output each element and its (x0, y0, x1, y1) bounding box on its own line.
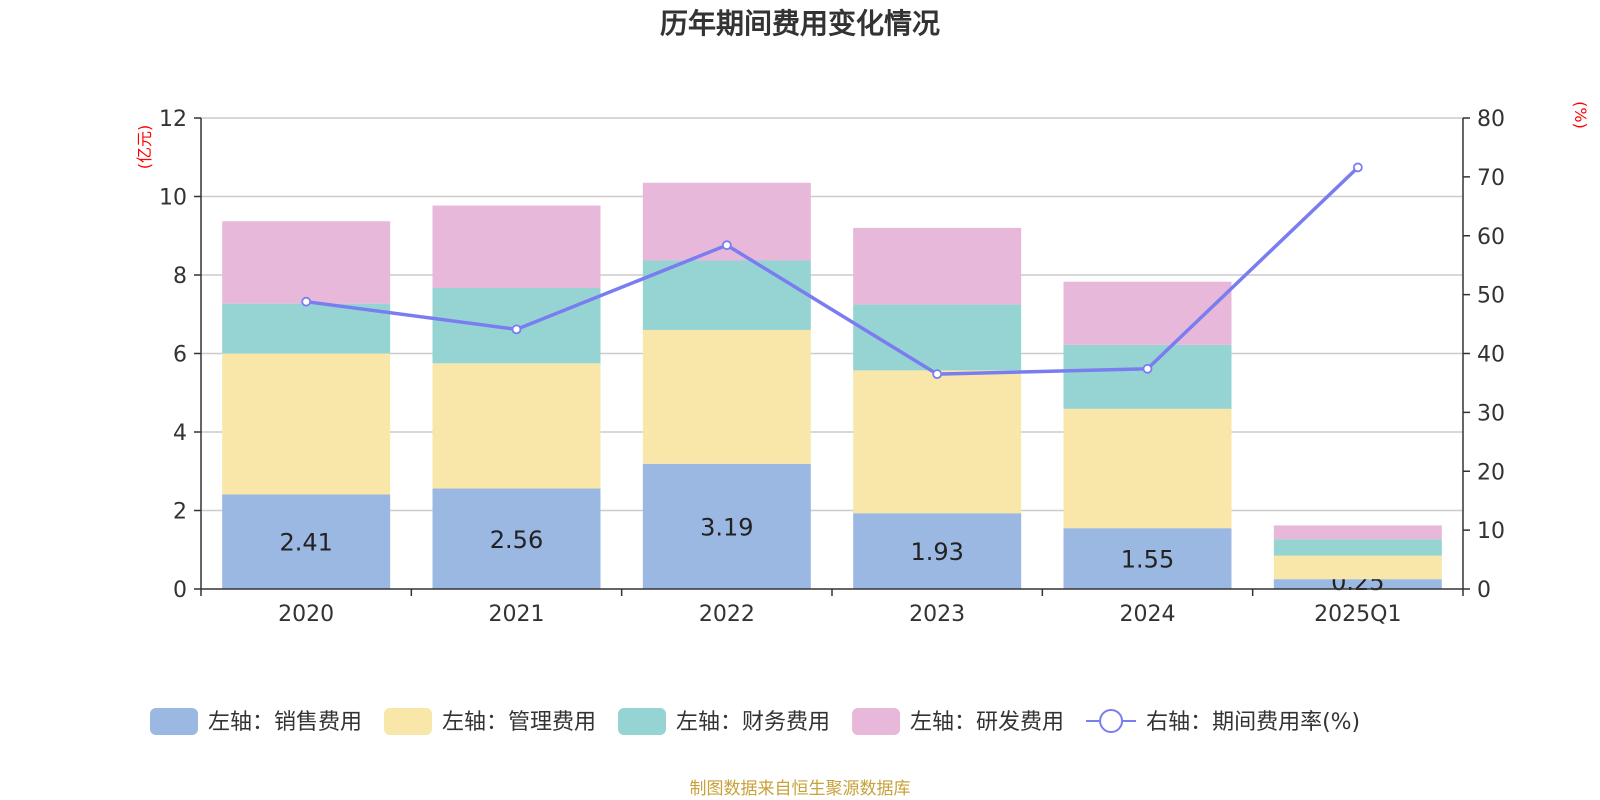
right-axis-tick-label: 40 (1477, 343, 1505, 368)
left-axis-tick-label: 4 (173, 421, 187, 446)
legend-label: 左轴：销售费用 (208, 710, 362, 735)
right-axis-tick-label: 60 (1477, 225, 1505, 250)
bar-segment (853, 370, 1022, 514)
left-axis-tick-label: 10 (159, 186, 187, 211)
bar-segment (1063, 408, 1232, 529)
right-axis-tick-label: 0 (1477, 578, 1491, 603)
right-axis-tick-label: 20 (1477, 460, 1505, 485)
rate-point (721, 240, 732, 251)
legend-label: 左轴：管理费用 (442, 710, 596, 735)
x-axis-tick-label: 2022 (699, 602, 755, 627)
bar-segment (642, 329, 811, 464)
left-axis-tick-label: 8 (173, 264, 187, 289)
x-axis-tick-label: 2024 (1120, 602, 1176, 627)
rate-line (305, 166, 1360, 376)
bar-segment (222, 494, 391, 589)
chart-title: 历年期间费用变化情况 (660, 7, 940, 40)
bar-data-label: 1.93 (910, 538, 963, 566)
legend-marker (1099, 709, 1124, 733)
right-axis-tick-label: 30 (1477, 401, 1505, 426)
rate-point (301, 296, 312, 307)
bar-segment (853, 304, 1022, 371)
x-axis-tick-label: 2020 (278, 602, 334, 627)
legend-swatch (384, 708, 433, 735)
bar-segment (1273, 579, 1442, 589)
bar-segment (432, 205, 601, 288)
x-axis-tick-label: 2025Q1 (1314, 602, 1401, 627)
source-note: 制图数据来自恒生聚源数据库 (690, 779, 911, 799)
x-axis-tick-label: 2021 (489, 602, 545, 627)
bar-segment (432, 488, 601, 589)
legend-label: 右轴：期间费用率(%) (1146, 710, 1360, 735)
rate-point (511, 324, 522, 335)
left-axis-tick-label: 12 (159, 107, 187, 132)
bar-segment (1273, 525, 1442, 540)
rate-point (932, 369, 943, 380)
bar-segment (853, 227, 1022, 305)
legend-label: 左轴：财务费用 (676, 710, 830, 735)
rate-point (1142, 363, 1153, 374)
bar-data-label: 3.19 (700, 513, 753, 541)
bar-segment (1063, 344, 1232, 409)
bar-segment (642, 463, 811, 589)
bar-segment (642, 260, 811, 330)
bar-segment (1273, 539, 1442, 556)
legend-swatch (150, 708, 198, 735)
right-axis-tick-label: 10 (1477, 519, 1505, 544)
left-axis-tick-label: 2 (173, 500, 187, 525)
rate-point (1352, 162, 1363, 173)
legend-swatch (852, 708, 901, 735)
legend-item[interactable]: 右轴：期间费用率(%) (1086, 709, 1360, 735)
left-axis-tick-label: 6 (173, 343, 187, 368)
right-axis-tick-label: 50 (1477, 284, 1505, 309)
bar-segment (853, 513, 1022, 589)
left-axis-unit: (亿元) (135, 125, 154, 170)
bar-segment (1063, 528, 1232, 589)
legend-item[interactable]: 左轴：研发费用 (852, 708, 1064, 735)
legend-item[interactable]: 左轴：财务费用 (618, 708, 830, 735)
legend-item[interactable]: 左轴：管理费用 (384, 708, 596, 735)
rate-line-layer (301, 162, 1363, 380)
left-axis-tick-label: 0 (173, 578, 187, 603)
bar-segment (1273, 555, 1442, 580)
axes-layer: 0 2 4 6 8 10 12 0 10 20 30 40 50 60 70 80 2020 2021 2022 20… (159, 107, 1505, 627)
legend-item[interactable]: 左轴：销售费用 (150, 708, 362, 735)
bar-data-label: 2.56 (490, 526, 543, 554)
bar-segment (222, 353, 391, 495)
legend: 左轴：销售费用 左轴：管理费用 左轴：财务费用 左轴：研发费用 右轴：期间费用率(%) (150, 708, 1360, 735)
grid-layer (201, 117, 1463, 512)
bar-data-label: 2.41 (279, 529, 332, 557)
x-axis-tick-label: 2023 (909, 602, 965, 627)
bar-segment (222, 221, 391, 304)
right-axis-tick-label: 80 (1477, 107, 1505, 132)
legend-swatch (618, 708, 667, 735)
right-axis-tick-label: 70 (1477, 166, 1505, 191)
bar-segment (222, 303, 391, 354)
right-axis-unit: (%) (1571, 101, 1590, 129)
legend-label: 左轴：研发费用 (910, 710, 1064, 735)
bar-data-label: 1.55 (1121, 546, 1174, 574)
bars-layer: 2.41 2.56 3.191.93 1.550.25 (222, 182, 1442, 596)
bar-segment (432, 363, 601, 489)
